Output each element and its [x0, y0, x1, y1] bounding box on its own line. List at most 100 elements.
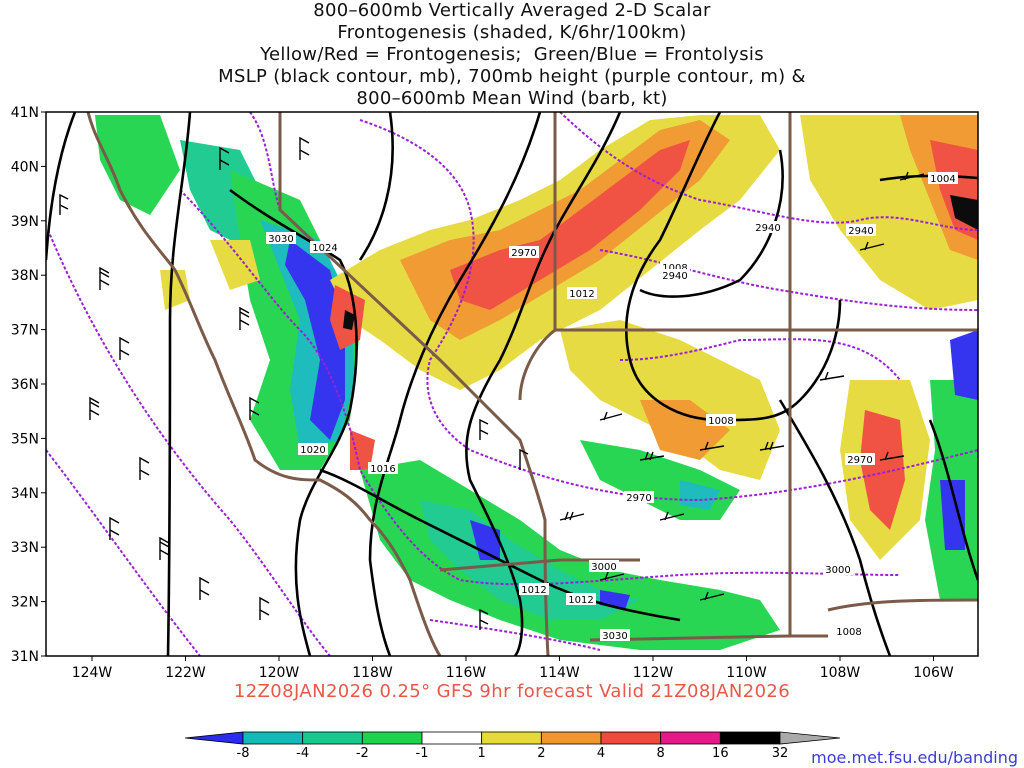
lon-label: 108W: [820, 665, 861, 681]
mslp-label: 1012: [566, 593, 596, 606]
svg-text:2940: 2940: [662, 271, 687, 282]
colorbar-label: -4: [296, 746, 310, 761]
lon-label: 120W: [259, 665, 300, 681]
svg-text:1008: 1008: [662, 263, 687, 274]
title-line-3: Yellow/Red = Frontogenesis; Green/Blue =…: [260, 44, 764, 65]
height-label: 2940: [753, 221, 783, 234]
lon-label: 106W: [913, 665, 954, 681]
mslp-label: 1008: [706, 414, 736, 427]
lon-label: 110W: [726, 665, 767, 681]
height-label: 2940: [660, 269, 690, 282]
latitude-axis: 41N 40N 39N 38N 37N 36N 35N 34N 33N 32N 31N: [11, 105, 46, 665]
map-title: 800–600mb Vertically Averaged 2-D Scalar…: [0, 0, 1024, 110]
height-label: 2970: [624, 491, 654, 504]
lat-label: 33N: [11, 540, 39, 556]
title-line-4: MSLP (black contour, mb), 700mb height (…: [218, 66, 806, 87]
svg-text:1008: 1008: [836, 627, 861, 638]
colorbar-label: 1: [477, 746, 486, 761]
map-plot-area: 1024 1020 1016 1012 1012 1012 1008 1008 …: [46, 112, 978, 656]
svg-text:1012: 1012: [569, 289, 594, 300]
colorbar-segment: [660, 731, 721, 745]
colorbar-segment: [600, 731, 662, 745]
coastline-borders: [86, 112, 978, 656]
svg-text:1008: 1008: [708, 416, 733, 427]
colorbar-segment: [361, 731, 423, 745]
lon-label: 116W: [446, 665, 487, 681]
lat-label: 37N: [11, 323, 39, 339]
colorbar-label: 32: [771, 746, 789, 761]
svg-text:2970: 2970: [511, 248, 536, 259]
height-label: 3000: [589, 560, 619, 573]
lat-label: 40N: [11, 159, 39, 175]
mslp-label: 1004: [928, 172, 958, 185]
height-label: 3030: [266, 232, 296, 245]
title-line-1: 800–600mb Vertically Averaged 2-D Scalar: [313, 0, 711, 21]
svg-text:3030: 3030: [268, 234, 293, 245]
wind-barbs: [59, 136, 925, 630]
height-contours: [46, 112, 978, 656]
svg-text:1012: 1012: [521, 585, 546, 596]
contour-labels: 1024 1020 1016 1012 1012 1012 1008 1008 …: [266, 172, 958, 642]
title-line-5: 800–600mb Mean Wind (barb, kt): [356, 88, 668, 109]
colorbar-segment: [481, 731, 542, 745]
svg-text:3000: 3000: [591, 562, 616, 573]
lon-label: 112W: [633, 665, 674, 681]
lon-label: 124W: [72, 665, 113, 681]
height-label: 2970: [845, 453, 875, 466]
mslp-label: 1016: [368, 462, 398, 475]
mslp-label: 1020: [298, 443, 328, 456]
colorbar-segment: [302, 731, 363, 745]
lat-label: 34N: [11, 486, 39, 502]
colorbar-label: 16: [712, 746, 729, 761]
colorbar-label: 2: [537, 746, 546, 761]
longitude-axis: 124W 122W 120W 118W 116W 114W 112W 110W 108W 106W: [72, 656, 954, 681]
frontogenesis-shading: [95, 115, 978, 650]
colorbar-label: -2: [355, 746, 369, 761]
height-label: 3030: [600, 629, 630, 642]
svg-text:2970: 2970: [847, 455, 872, 466]
height-label: 2940: [846, 224, 876, 237]
svg-text:1024: 1024: [312, 243, 337, 254]
svg-text:1016: 1016: [370, 464, 395, 475]
lat-label: 36N: [11, 377, 39, 393]
mslp-label: 1024: [310, 241, 340, 254]
lat-label: 39N: [11, 214, 39, 230]
mslp-label: 1012: [519, 583, 549, 596]
lon-label: 114W: [539, 665, 580, 681]
credit-link[interactable]: moe.met.fsu.edu/banding: [811, 748, 1018, 767]
lat-label: 38N: [11, 268, 39, 284]
svg-text:3000: 3000: [825, 565, 850, 576]
colorbar-segment: [719, 731, 781, 745]
mslp-label: 1012: [567, 287, 597, 300]
colorbar-segment: [779, 731, 841, 745]
svg-text:1020: 1020: [300, 445, 325, 456]
colorbar-segment: [242, 731, 304, 745]
svg-text:2970: 2970: [626, 493, 651, 504]
colorbar: [184, 731, 841, 745]
lon-label: 118W: [352, 665, 393, 681]
valid-time-label: 12Z08JAN2026 0.25° GFS 9hr forecast Vali…: [233, 681, 791, 702]
colorbar-segment: [421, 731, 483, 745]
height-label: 3000: [823, 563, 853, 576]
colorbar-segment: [540, 731, 602, 745]
height-label: 2970: [509, 246, 539, 259]
svg-text:1012: 1012: [568, 595, 593, 606]
lat-label: 41N: [11, 105, 39, 121]
title-line-2: Frontogenesis (shaded, K/6hr/100km): [337, 22, 687, 43]
colorbar-labels: -8 -4 -2 -1 1 2 4 8 16 32: [0, 746, 1024, 764]
svg-text:2940: 2940: [848, 226, 873, 237]
svg-text:3030: 3030: [602, 631, 627, 642]
colorbar-segment: [184, 731, 244, 745]
lat-label: 35N: [11, 431, 39, 447]
colorbar-label: 8: [656, 746, 665, 761]
lat-label: 32N: [11, 595, 39, 611]
colorbar-label: -8: [236, 746, 250, 761]
colorbar-label: -1: [415, 746, 429, 761]
lon-label: 122W: [165, 665, 206, 681]
colorbar-label: 4: [596, 746, 606, 761]
lat-label: 31N: [11, 649, 39, 665]
mslp-label: 1008: [834, 625, 864, 638]
svg-text:1004: 1004: [930, 174, 955, 185]
svg-text:2940: 2940: [755, 223, 780, 234]
